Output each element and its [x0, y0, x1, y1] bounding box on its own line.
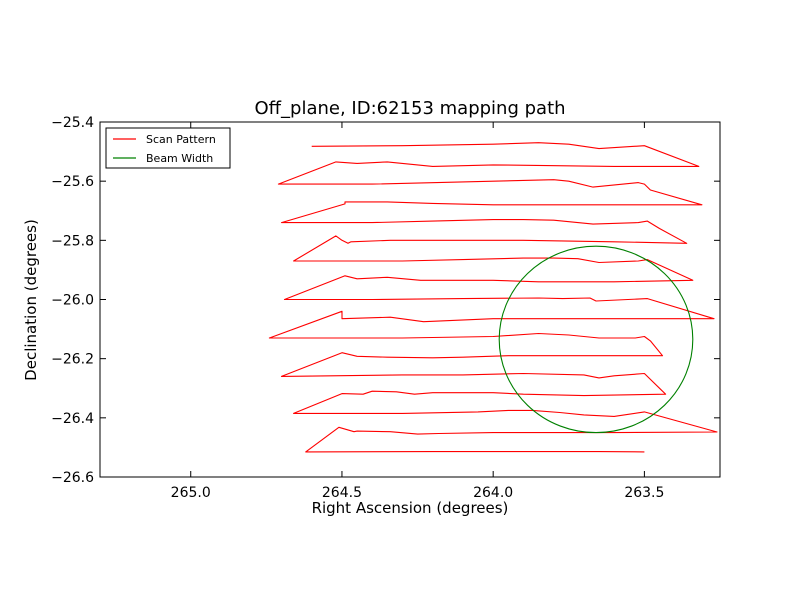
x-tick-label: 264.5: [322, 485, 362, 501]
plot-area: 265.0 264.5 264.0 263.5 −25.4 −25.6 −25.8 −26.0…: [51, 115, 721, 501]
x-tick-label: 265.0: [171, 485, 211, 501]
x-tick-label: 263.5: [624, 485, 664, 501]
y-tick-label: −25.6: [51, 174, 94, 190]
series-layer: [268, 142, 718, 453]
y-tick-label: −26.0: [51, 293, 94, 309]
legend-label-scan-pattern: Scan Pattern: [146, 133, 216, 146]
y-tick-label: −25.8: [51, 233, 94, 249]
legend-box: [105, 127, 231, 169]
x-axis-label: Right Ascension (degrees): [312, 499, 509, 517]
x-tick-label: 264.0: [473, 485, 513, 501]
y-axis-label: Declination (degrees): [22, 219, 40, 381]
legend: Scan Pattern Beam Width: [105, 127, 231, 169]
ticks-layer: 265.0 264.5 264.0 263.5 −25.4 −25.6 −25.8 −26.0…: [51, 115, 720, 501]
y-tick-label: −25.4: [51, 115, 94, 131]
y-tick-label: −26.4: [51, 411, 94, 427]
y-tick-label: −26.6: [51, 470, 94, 486]
series-scan-pattern: [268, 142, 718, 453]
series-beam-width: [498, 245, 694, 434]
legend-label-beam-width: Beam Width: [146, 152, 213, 165]
chart-title: Off_plane, ID:62153 mapping path: [254, 98, 565, 119]
y-tick-label: −26.2: [51, 352, 94, 368]
